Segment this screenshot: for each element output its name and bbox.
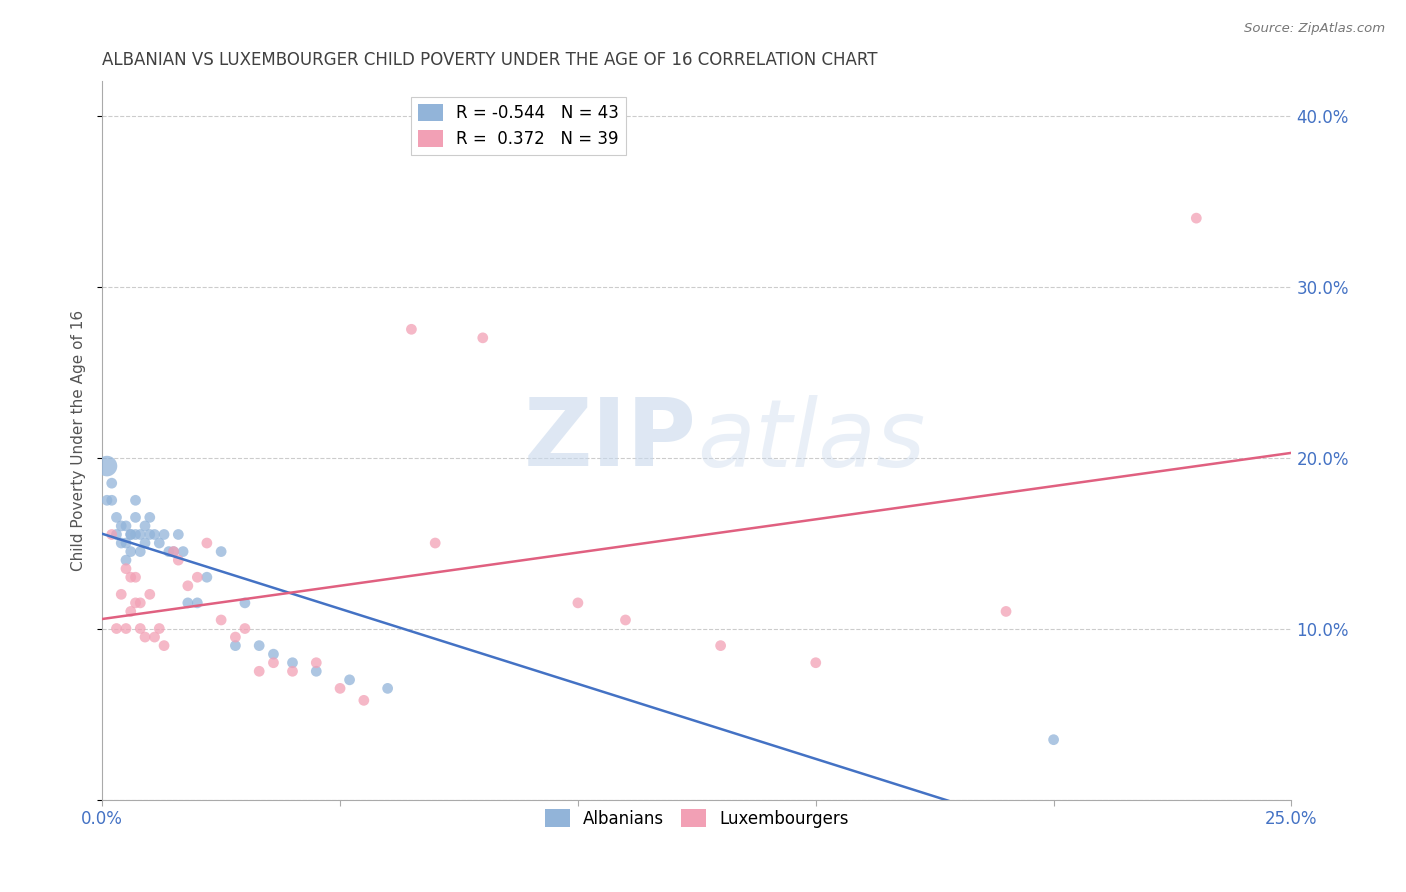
Point [115, 553, 138, 567]
Point [153, 639, 176, 653]
Point [115, 536, 138, 550]
Point [195, 570, 218, 584]
Point [186, 596, 208, 610]
Point [148, 622, 170, 636]
Point [224, 630, 246, 644]
Point [614, 613, 637, 627]
Point [143, 630, 166, 644]
Point [329, 681, 352, 696]
Point [120, 604, 142, 618]
Point [100, 527, 122, 541]
Point [115, 519, 138, 533]
Point [567, 596, 589, 610]
Point [167, 553, 190, 567]
Point [157, 544, 180, 558]
Point [110, 536, 132, 550]
Point [401, 322, 423, 336]
Point [115, 622, 138, 636]
Point [134, 630, 156, 644]
Point [105, 622, 128, 636]
Point [177, 596, 200, 610]
Point [105, 510, 128, 524]
Text: Source: ZipAtlas.com: Source: ZipAtlas.com [1244, 22, 1385, 36]
Point [471, 331, 494, 345]
Point [124, 596, 146, 610]
Point [1185, 211, 1208, 226]
Point [120, 527, 142, 541]
Point [96, 493, 118, 508]
Legend: Albanians, Luxembourgers: Albanians, Luxembourgers [538, 803, 855, 834]
Point [262, 647, 284, 661]
Point [105, 527, 128, 541]
Point [209, 613, 232, 627]
Point [233, 596, 256, 610]
Point [224, 639, 246, 653]
Point [186, 570, 208, 584]
Point [129, 596, 152, 610]
Point [110, 519, 132, 533]
Point [120, 570, 142, 584]
Point [425, 536, 447, 550]
Point [247, 639, 270, 653]
Point [110, 587, 132, 601]
Point [339, 673, 361, 687]
Y-axis label: Child Poverty Under the Age of 16: Child Poverty Under the Age of 16 [72, 310, 86, 571]
Text: ALBANIAN VS LUXEMBOURGER CHILD POVERTY UNDER THE AGE OF 16 CORRELATION CHART: ALBANIAN VS LUXEMBOURGER CHILD POVERTY U… [103, 51, 877, 69]
Point [124, 493, 146, 508]
Point [134, 536, 156, 550]
Point [120, 527, 142, 541]
Point [148, 536, 170, 550]
Point [353, 693, 375, 707]
Point [100, 493, 122, 508]
Point [139, 587, 162, 601]
Point [124, 510, 146, 524]
Point [377, 681, 399, 696]
Point [710, 639, 733, 653]
Point [162, 544, 184, 558]
Point [195, 536, 218, 550]
Point [262, 656, 284, 670]
Point [172, 544, 194, 558]
Point [305, 656, 328, 670]
Point [281, 665, 304, 679]
Point [281, 656, 304, 670]
Point [162, 544, 184, 558]
Point [120, 544, 142, 558]
Point [177, 579, 200, 593]
Point [139, 510, 162, 524]
Point [139, 527, 162, 541]
Point [129, 622, 152, 636]
Point [134, 519, 156, 533]
Point [1042, 732, 1064, 747]
Point [115, 562, 138, 576]
Point [167, 527, 190, 541]
Point [995, 604, 1018, 618]
Point [129, 527, 152, 541]
Point [129, 544, 152, 558]
Point [233, 622, 256, 636]
Point [209, 544, 232, 558]
Point [153, 527, 176, 541]
Point [124, 570, 146, 584]
Point [100, 476, 122, 491]
Point [96, 459, 118, 474]
Text: atlas: atlas [697, 395, 925, 486]
Point [143, 527, 166, 541]
Point [124, 527, 146, 541]
Point [247, 665, 270, 679]
Point [305, 665, 328, 679]
Text: ZIP: ZIP [524, 394, 697, 486]
Point [804, 656, 827, 670]
